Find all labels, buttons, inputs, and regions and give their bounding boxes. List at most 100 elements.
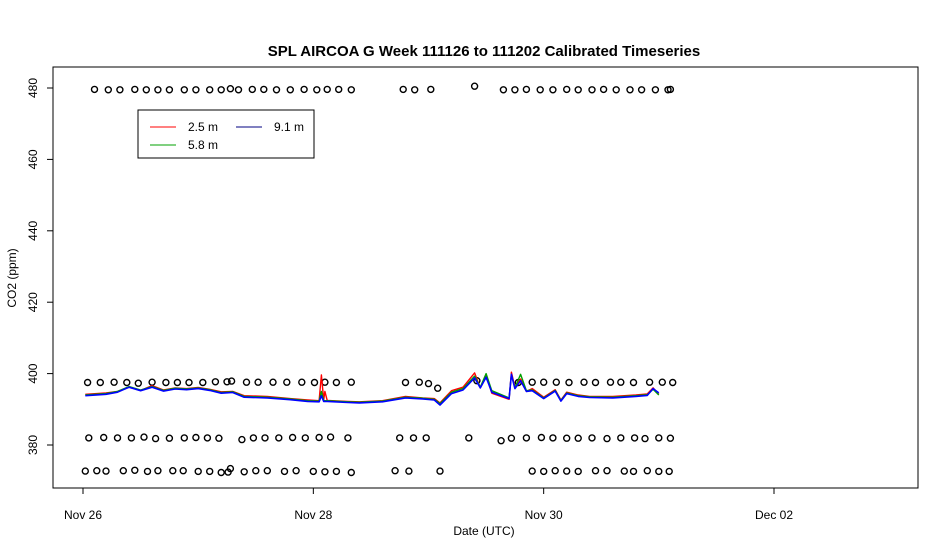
y-tick-label-5: 480 xyxy=(26,78,40,98)
ref-point-150 xyxy=(599,85,608,94)
ref-point-83 xyxy=(162,378,170,387)
ref-point-107 xyxy=(565,378,573,387)
ref-point-123 xyxy=(180,86,189,94)
ref-point-68 xyxy=(563,434,571,442)
ref-point-61 xyxy=(422,434,430,442)
ref-point-86 xyxy=(199,378,207,387)
ref-point-3 xyxy=(119,467,128,475)
series-line-2-5-m xyxy=(85,371,660,404)
ref-point-17 xyxy=(263,467,271,475)
ref-point-99 xyxy=(415,378,423,386)
legend-label-0: 2.5 m xyxy=(188,120,218,134)
ref-point-49 xyxy=(215,434,223,442)
ref-point-105 xyxy=(540,378,548,386)
ref-point-55 xyxy=(301,434,309,442)
ref-point-62 xyxy=(465,434,473,442)
ref-point-7 xyxy=(169,467,177,475)
legend-box xyxy=(137,109,315,159)
ref-point-41 xyxy=(113,434,122,442)
ref-point-137 xyxy=(347,86,355,94)
ref-point-16 xyxy=(252,467,260,475)
ref-point-30 xyxy=(563,467,571,475)
ref-point-152 xyxy=(626,86,634,94)
y-axis: 380 400 420 440 460 480 xyxy=(26,78,54,455)
ref-point-90 xyxy=(254,378,262,386)
ref-point-131 xyxy=(272,86,281,94)
ref-point-72 xyxy=(617,434,625,442)
ref-point-89 xyxy=(242,378,251,386)
ref-point-8 xyxy=(179,467,187,475)
ref-point-21 xyxy=(321,468,329,476)
ref-point-47 xyxy=(192,433,200,442)
ref-point-35 xyxy=(629,467,638,476)
ref-point-114 xyxy=(658,378,666,386)
ref-point-104 xyxy=(528,378,536,386)
x-tick-label-0: Nov 26 xyxy=(64,508,102,522)
y-tick-label-2: 420 xyxy=(26,292,40,312)
ref-point-13 xyxy=(226,464,235,473)
ref-point-82 xyxy=(148,378,156,386)
ref-point-156 xyxy=(666,85,675,94)
ref-point-20 xyxy=(309,467,317,476)
ref-point-136 xyxy=(335,85,343,94)
ref-point-46 xyxy=(180,434,189,442)
ref-point-42 xyxy=(127,434,136,442)
ref-point-147 xyxy=(563,85,571,94)
ref-point-65 xyxy=(522,434,531,442)
x-tick-label-3: Dec 02 xyxy=(755,508,793,522)
ref-point-139 xyxy=(411,86,419,94)
ref-point-145 xyxy=(536,86,544,94)
ref-point-22 xyxy=(332,467,341,476)
ref-point-28 xyxy=(540,467,548,476)
ref-point-71 xyxy=(603,434,611,443)
x-tick-label-1: Nov 28 xyxy=(294,508,332,522)
ref-point-119 xyxy=(131,85,139,94)
ref-point-87 xyxy=(211,378,220,386)
ref-point-27 xyxy=(528,467,536,475)
ref-point-109 xyxy=(591,378,600,387)
ref-point-151 xyxy=(612,86,620,94)
ref-point-128 xyxy=(234,86,243,94)
ref-point-149 xyxy=(588,86,596,94)
ref-point-81 xyxy=(134,379,143,387)
y-axis-label: CO2 (ppm) xyxy=(5,248,19,307)
ref-point-44 xyxy=(151,434,160,443)
ref-point-134 xyxy=(313,86,321,94)
ref-point-76 xyxy=(666,434,675,442)
ref-point-126 xyxy=(217,86,225,94)
ref-point-129 xyxy=(248,85,257,94)
ref-point-78 xyxy=(96,378,105,387)
x-tick-label-2: Nov 30 xyxy=(525,508,563,522)
ref-point-93 xyxy=(298,378,306,386)
ref-point-115 xyxy=(669,378,677,387)
ref-point-73 xyxy=(630,434,639,442)
ref-point-132 xyxy=(286,86,294,94)
ref-point-0 xyxy=(81,467,90,475)
ref-point-33 xyxy=(603,467,611,475)
ref-point-53 xyxy=(275,434,283,442)
legend: 2.5 m 5.8 m 9.1 m xyxy=(137,109,315,159)
ref-point-100 xyxy=(424,379,433,388)
ref-point-50 xyxy=(238,435,246,444)
ref-point-113 xyxy=(645,378,654,386)
ref-point-133 xyxy=(300,85,308,94)
ref-point-96 xyxy=(332,378,341,387)
ref-point-63 xyxy=(497,437,505,445)
x-axis-label: Date (UTC) xyxy=(453,524,514,538)
ref-point-77 xyxy=(83,378,92,387)
ref-point-153 xyxy=(637,86,646,94)
ref-point-60 xyxy=(409,434,418,442)
ref-point-79 xyxy=(110,378,118,386)
ref-point-125 xyxy=(205,86,214,94)
series-line-5-8-m xyxy=(85,372,660,405)
y-tick-label-3: 440 xyxy=(26,220,40,240)
ref-point-80 xyxy=(123,378,131,387)
ref-point-24 xyxy=(391,467,399,475)
ref-point-138 xyxy=(399,85,407,94)
ref-point-75 xyxy=(655,434,663,442)
ref-point-14 xyxy=(223,378,231,386)
ref-point-97 xyxy=(347,378,355,386)
ref-point-67 xyxy=(549,434,557,442)
x-axis: Nov 26 Nov 28 Nov 30 Dec 02 xyxy=(64,487,793,522)
ref-point-66 xyxy=(537,433,546,442)
